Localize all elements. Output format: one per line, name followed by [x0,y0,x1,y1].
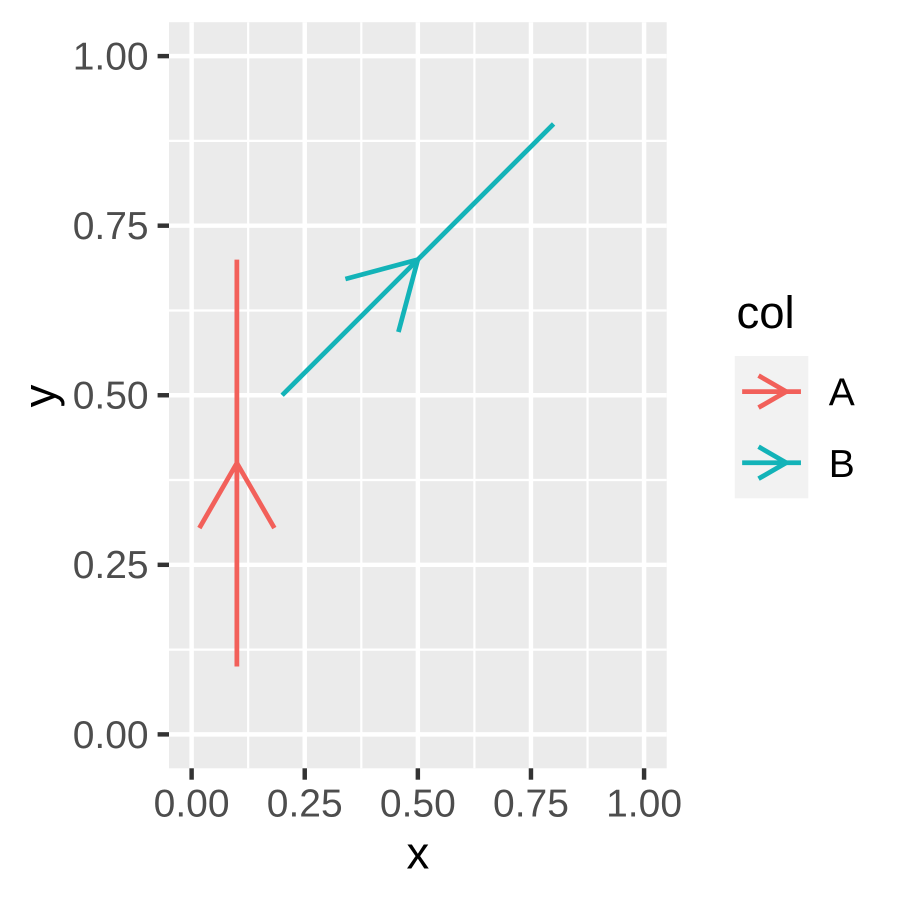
y-tick-label: 0.00 [73,714,149,757]
y-tick-label: 0.75 [73,205,149,248]
data-series [197,122,556,667]
legend-key-arrowhead [757,444,792,481]
y-axis-title: y [14,384,65,407]
arrowhead-B [344,256,422,333]
legend-key-arrowhead [757,373,792,410]
legend-title: col [737,287,795,338]
x-tick-label: 0.00 [154,783,230,826]
axis-labels: 0.00 0.25 0.50 0.75 1.00 0.00 0.25 0.50 0.75 1.00 [73,36,682,826]
grid-lines [169,22,667,769]
x-tick-label: 0.50 [380,783,456,826]
legend: col AB [734,287,855,499]
axis-ticks [157,53,647,780]
legend-label: A [829,372,855,415]
y-tick-label: 1.00 [73,36,149,79]
y-tick-label: 0.50 [73,375,149,418]
x-tick-label: 0.75 [493,783,569,826]
series-A [197,259,277,667]
x-axis-title: x [406,827,429,878]
arrowhead-A [197,458,277,530]
legend-entry-B: B [734,426,855,499]
x-tick-label: 0.25 [267,783,343,826]
legend-label: B [829,443,855,486]
x-tick-label: 1.00 [606,783,682,826]
legend-entry-A: A [734,356,855,428]
y-tick-label: 0.25 [73,544,149,587]
series-B [280,122,556,397]
